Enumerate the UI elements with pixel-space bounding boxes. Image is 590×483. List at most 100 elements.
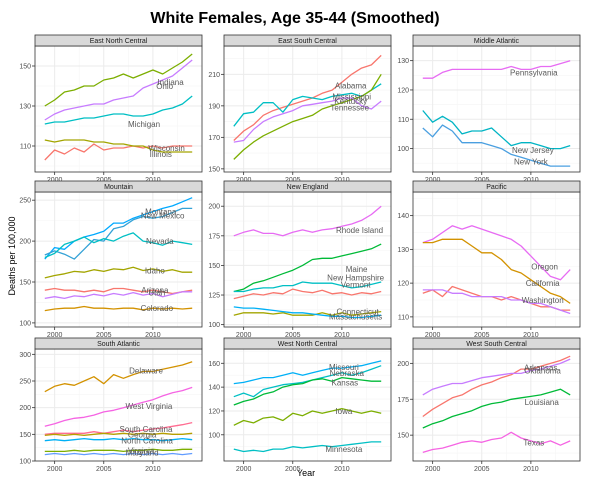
- y-axis-title: Deaths per 100,000: [7, 216, 17, 295]
- series-line-virginia: [44, 448, 193, 453]
- line-label-oregon: Oregon: [531, 262, 558, 271]
- line-label-vermont: Vermont: [341, 280, 372, 289]
- series-line-west-virginia: [44, 386, 193, 427]
- y-tick-label: 200: [208, 204, 220, 211]
- line-label-kentucky: Kentucky: [334, 97, 367, 106]
- series-line-georgia: [44, 432, 193, 437]
- y-tick-label: 200: [19, 239, 31, 246]
- series-line-south-carolina: [44, 421, 193, 435]
- line-label-mississippi: Mississippi: [332, 92, 371, 101]
- x-tick-label: 2010: [145, 332, 161, 339]
- panel-background: [224, 349, 391, 461]
- line-label-new-jersey: New Jersey: [512, 146, 554, 155]
- x-tick-label: 2000: [425, 332, 441, 339]
- x-tick-label: 2000: [47, 332, 63, 339]
- series-line-kansas: [233, 376, 382, 406]
- strip-label: South Atlantic: [97, 341, 140, 348]
- line-label-nebraska: Nebraska: [330, 369, 365, 378]
- series-line-vermont: [233, 288, 382, 300]
- line-label-tennessee: Tennessee: [330, 103, 369, 112]
- panel-background: [413, 46, 580, 172]
- strip-label: Mountain: [104, 184, 133, 191]
- series-line-new-mexico: [44, 207, 193, 260]
- panel-background: [35, 192, 202, 327]
- y-tick-label: 210: [208, 72, 220, 79]
- series-line-wisconsin: [44, 143, 193, 161]
- series-line-louisiana: [422, 388, 571, 429]
- line-label-new-mexico: New Mexico: [141, 212, 185, 221]
- x-tick-label: 2010: [334, 332, 350, 339]
- series-line-texas: [422, 431, 571, 454]
- y-tick-label: 130: [397, 58, 409, 65]
- series-line-nevada: [44, 232, 193, 259]
- line-label-virginia: Virginia: [128, 446, 155, 455]
- y-tick-label: 190: [208, 103, 220, 110]
- series-line-new-jersey: [422, 110, 571, 150]
- x-tick-label: 2005: [285, 177, 301, 184]
- series-line-montana: [44, 197, 193, 260]
- y-tick-label: 175: [208, 233, 220, 240]
- series-line-oregon: [422, 238, 571, 304]
- line-label-georgia: Georgia: [128, 430, 157, 439]
- x-tick-label: 2005: [285, 466, 301, 473]
- strip-background: [223, 34, 392, 47]
- series-line-tennessee: [233, 97, 382, 143]
- y-tick-label: 100: [208, 432, 220, 439]
- series-line-maryland: [44, 452, 193, 456]
- strip-background: [34, 337, 203, 350]
- series-line-rhode-island: [233, 205, 382, 237]
- y-tick-label: 125: [208, 293, 220, 300]
- line-label-massachusetts: Massachusetts: [329, 312, 382, 321]
- x-tick-label: 2000: [425, 177, 441, 184]
- panel-background: [413, 192, 580, 327]
- y-tick-label: 160: [208, 361, 220, 368]
- line-label-idaho: Idaho: [145, 267, 166, 276]
- line-label-colorado: Colorado: [141, 304, 174, 313]
- line-label-south-carolina: South Carolina: [120, 425, 173, 434]
- x-tick-label: 2010: [334, 466, 350, 473]
- y-tick-label: 150: [19, 64, 31, 71]
- series-line-hawaii: [422, 225, 571, 281]
- x-tick-label: 2005: [474, 332, 490, 339]
- panel-middle-atlantic: Pennsylvania New Jersey New York Middle Atl…: [397, 34, 581, 184]
- x-tick-label: 2005: [96, 466, 112, 473]
- panel-background: [224, 192, 391, 327]
- line-label-connecticut: Connecticut: [336, 308, 379, 317]
- y-tick-label: 110: [398, 117, 409, 124]
- line-label-oklahoma: Oklahoma: [524, 367, 561, 376]
- x-tick-label: 2010: [523, 332, 539, 339]
- y-tick-label: 100: [19, 459, 31, 466]
- y-tick-label: 120: [208, 408, 220, 415]
- y-tick-label: 150: [208, 263, 220, 270]
- x-tick-label: 2010: [145, 466, 161, 473]
- line-label-michigan: Michigan: [128, 120, 160, 129]
- panel-pacific: Oregon California Washington Pacific 110 120 1…: [397, 180, 581, 339]
- line-label-montana: Montana: [145, 208, 177, 217]
- x-tick-label: 2005: [96, 332, 112, 339]
- strip-label: West South Central: [466, 341, 527, 348]
- line-label-north-carolina: North Carolina: [121, 437, 173, 446]
- y-tick-label: 200: [19, 405, 31, 412]
- line-label-missouri: Missouri: [329, 363, 359, 372]
- line-label-alabama: Alabama: [335, 81, 367, 90]
- y-tick-label: 250: [19, 198, 31, 205]
- strip-background: [412, 180, 581, 193]
- x-tick-label: 2000: [236, 332, 252, 339]
- series-line-alabama: [233, 54, 382, 141]
- y-tick-label: 150: [19, 280, 31, 287]
- y-tick-label: 300: [19, 352, 31, 359]
- x-tick-label: 2010: [523, 466, 539, 473]
- series-line-connecticut: [233, 310, 382, 316]
- line-label-utah: Utah: [148, 289, 165, 298]
- line-label-wisconsin: Wisconsin: [148, 144, 184, 153]
- line-label-arizona: Arizona: [141, 286, 169, 295]
- line-label-rhode-island: Rhode Island: [336, 226, 383, 235]
- strip-background: [34, 34, 203, 47]
- series-line-iowa: [233, 407, 382, 426]
- series-line-washington: [422, 289, 571, 315]
- strip-label: New England: [287, 184, 329, 191]
